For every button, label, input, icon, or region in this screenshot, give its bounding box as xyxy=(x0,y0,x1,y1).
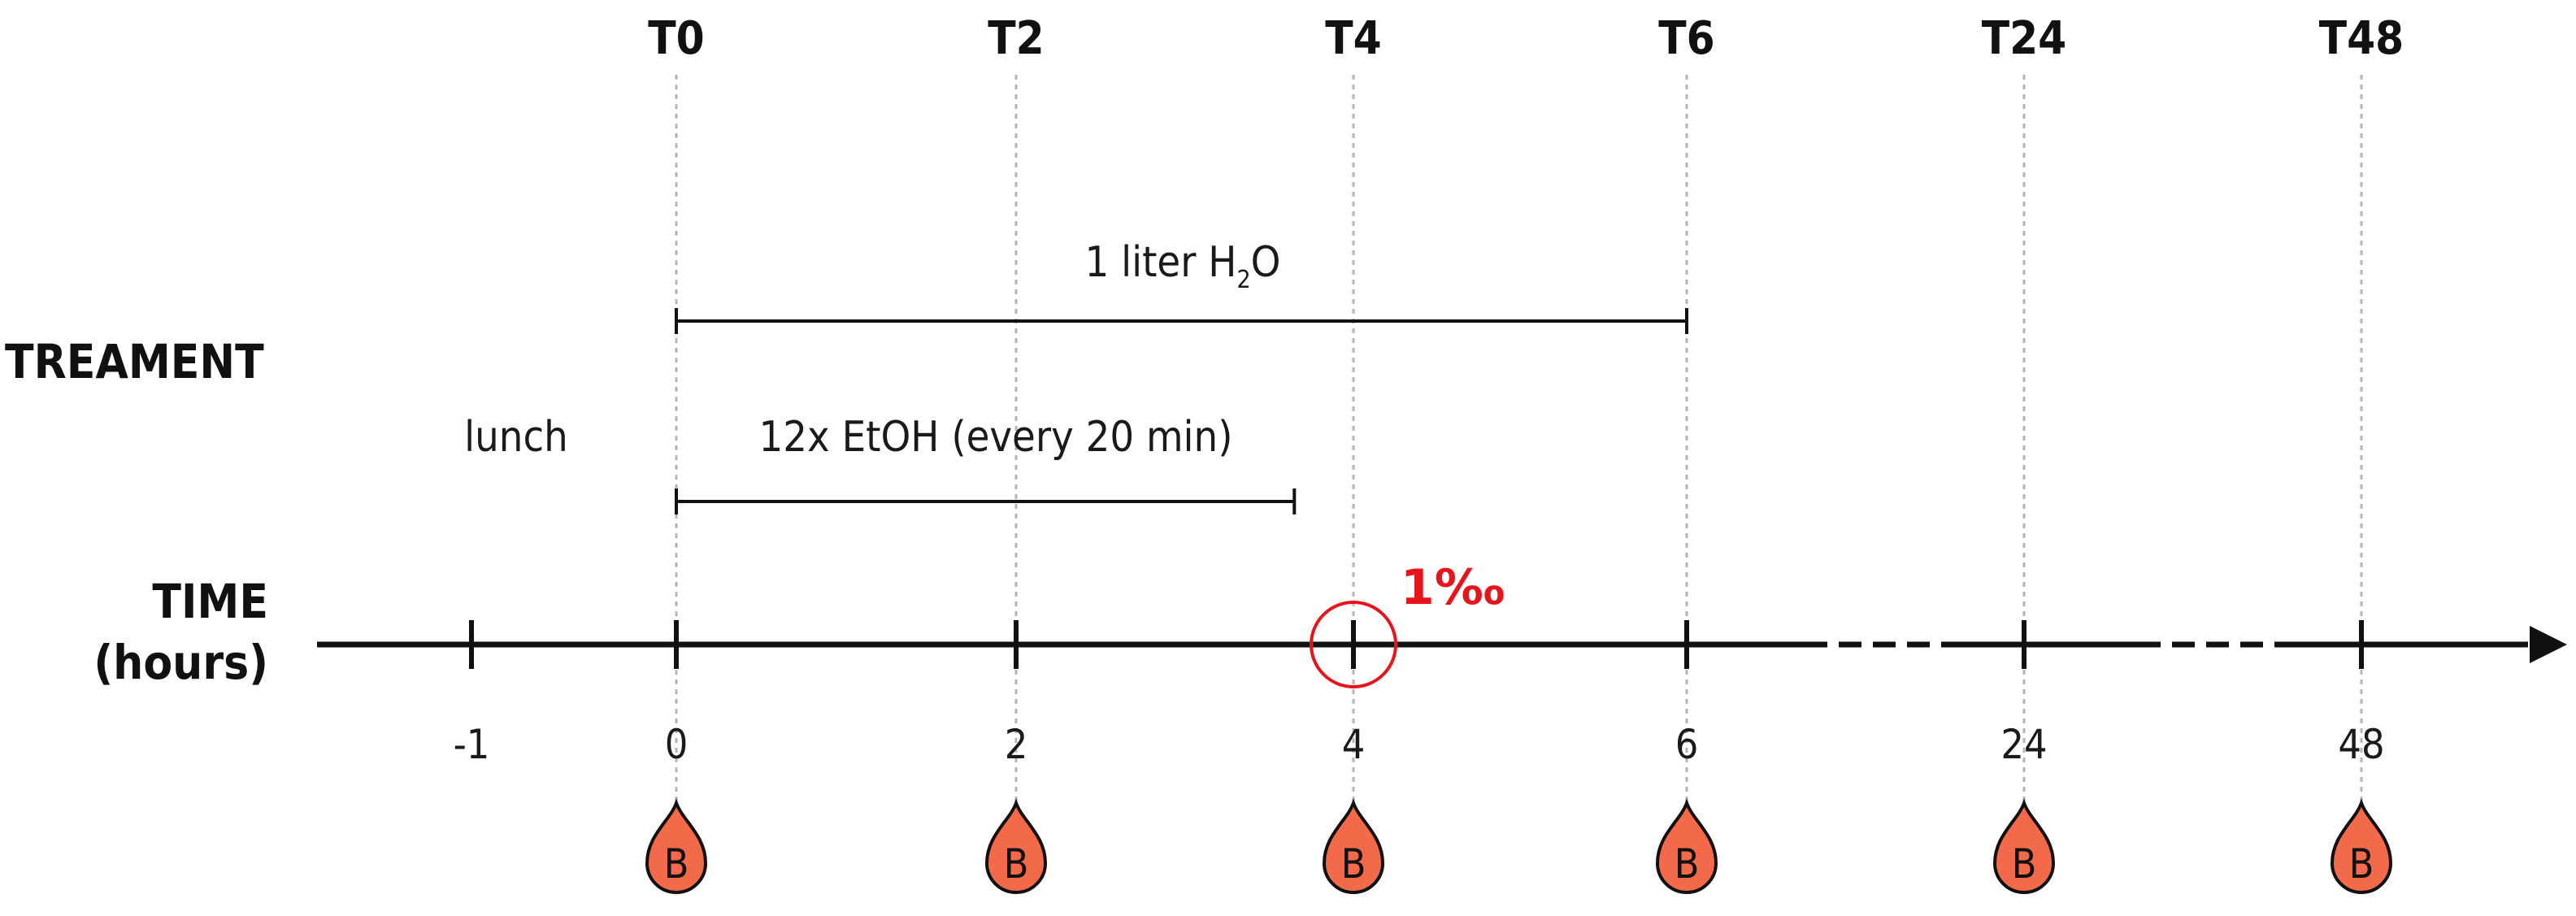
blood-sample-label: B xyxy=(2349,840,2374,888)
blood-sample-label: B xyxy=(1675,840,1700,888)
tick-label-hour: 2 xyxy=(1005,721,1028,768)
timepoint-header-t48: T48 xyxy=(2319,12,2404,65)
water-treatment-label: 1 liter H2O xyxy=(1084,238,1280,294)
water-label-main: 1 liter H xyxy=(1084,238,1236,287)
blood-sample-label: B xyxy=(1341,840,1366,888)
timepoint-header-t4: T4 xyxy=(1325,12,1381,65)
ethanol-treatment-label: 12x EtOH (every 20 min) xyxy=(759,413,1233,462)
timepoint-gridlines xyxy=(675,75,2363,813)
lunch-label: lunch xyxy=(464,413,568,462)
time-axis xyxy=(317,626,2567,663)
timepoint-header-t0: T0 xyxy=(648,12,704,65)
blood-sample-label: B xyxy=(664,840,689,888)
blood-drop-shape xyxy=(2330,798,2393,894)
tick-label-hour: 4 xyxy=(1342,721,1366,768)
threshold-circle xyxy=(1310,601,1397,688)
blood-sample-label: B xyxy=(2012,840,2037,888)
blood-drop-shape xyxy=(1992,798,2056,894)
tick-label-hour: -1 xyxy=(454,721,490,768)
blood-drop-icon: B xyxy=(984,798,1048,894)
timepoint-header-t2: T2 xyxy=(988,12,1044,65)
water-treatment: 1 liter H2O xyxy=(675,238,1688,334)
blood-drop-shape xyxy=(645,798,708,894)
blood-drop-shape xyxy=(1655,798,1718,894)
axis-arrowhead xyxy=(2530,626,2567,663)
blood-drop-shape xyxy=(984,798,1048,894)
time-row-unit-label: (hours) xyxy=(93,635,268,690)
tick-label-hour: 48 xyxy=(2338,721,2384,768)
axis-ticks xyxy=(469,620,2364,669)
water-label-end: O xyxy=(1251,238,1281,287)
blood-drop-shape xyxy=(1322,798,1385,894)
threshold-highlight: 1‰ xyxy=(1310,559,1505,688)
tick-label-hour: 24 xyxy=(2000,721,2047,768)
blood-drop-icon: B xyxy=(1992,798,2056,894)
tick-label-hour: 0 xyxy=(665,721,689,768)
time-row-label: TIME xyxy=(152,574,268,629)
timepoint-header-t24: T24 xyxy=(1982,12,2066,65)
blood-sample-label: B xyxy=(1004,840,1029,888)
ethanol-treatment: 12x EtOH (every 20 min) xyxy=(675,413,1297,514)
water-label-subscript: 2 xyxy=(1237,266,1251,294)
tick-label-hour: 6 xyxy=(1675,721,1699,768)
blood-drop-icon: B xyxy=(1322,798,1385,894)
blood-drop-icon: B xyxy=(2330,798,2393,894)
treatment-row-label: TREAMENT xyxy=(5,334,264,389)
timepoint-header-t6: T6 xyxy=(1658,12,1714,65)
blood-drop-icon: B xyxy=(1655,798,1718,894)
timepoint-headers: T0 T2 T4 T6 T24 T48 xyxy=(648,12,2404,65)
axis-tick-labels: -1 0 2 4 6 24 48 xyxy=(454,721,2385,768)
threshold-label: 1‰ xyxy=(1401,559,1505,616)
blood-drop-icon: B xyxy=(645,798,708,894)
